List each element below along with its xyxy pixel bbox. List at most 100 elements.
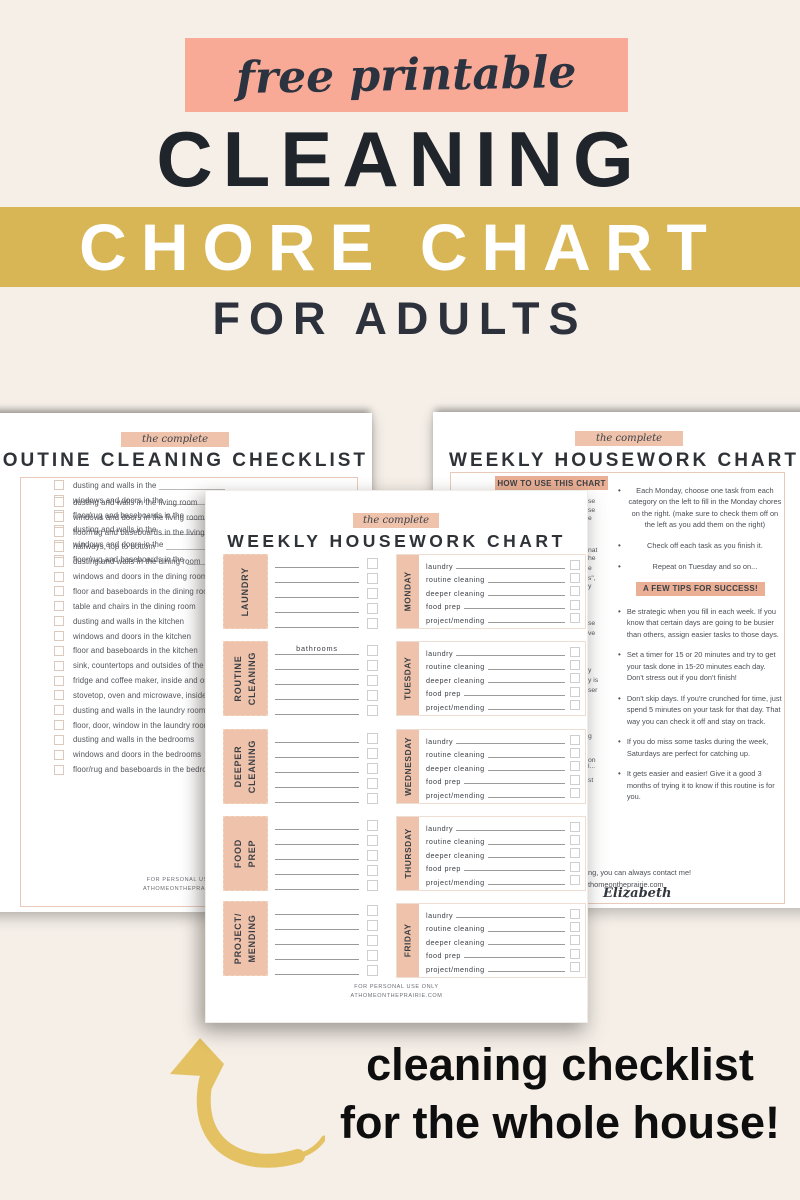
day-label-box: WEDNESDAY <box>397 730 419 803</box>
checkbox-icon <box>570 788 580 799</box>
day-task-label: project/mending <box>426 964 485 974</box>
checkbox-icon <box>367 588 378 599</box>
checkbox-icon <box>570 848 580 859</box>
checkbox-icon <box>54 616 64 627</box>
checklist-item-label: floor/rug and baseboards in the <box>73 510 185 520</box>
day-task-label: project/mending <box>426 702 485 712</box>
checklist-row: table and chairs in the dining room <box>21 599 357 614</box>
task-line <box>275 597 359 598</box>
task-line <box>487 703 565 710</box>
task-row: bathrooms <box>275 642 378 656</box>
category-rows: bathrooms <box>275 641 378 716</box>
task-line <box>275 889 359 890</box>
task-row <box>275 570 378 584</box>
task-line: bathrooms <box>275 644 359 655</box>
category-block: PROJECT/ MENDING <box>223 901 378 976</box>
fill-in-blank-line <box>159 480 226 491</box>
day-label: MONDAY <box>402 571 413 612</box>
footer-line2: ATHOMEONTHEPRAIRIE.COM <box>350 992 443 999</box>
day-task-row: routine cleaning <box>426 573 580 584</box>
how-to-bullet: • Check off each task as you finish it. <box>618 540 783 552</box>
checkbox-icon <box>367 618 378 629</box>
day-block: MONDAY laundry routine cleaning <box>396 554 586 629</box>
tip-bullet: • Set a timer for 15 or 20 minutes and t… <box>618 649 783 683</box>
how-to-bullets: • Each Monday, choose one task from each… <box>618 485 783 573</box>
task-line <box>275 772 359 773</box>
checklist-row: dusting and walls in the laundry room <box>21 703 357 718</box>
task-row <box>275 600 378 614</box>
task-row <box>275 862 378 876</box>
fill-in-blank-line <box>166 540 233 550</box>
checklist-item-label: floor/rug and baseboards in the living r… <box>73 527 226 537</box>
covered-text-fragment: ve <box>588 630 596 637</box>
day-label-box: THURSDAY <box>397 817 419 890</box>
day-task-row: laundry <box>426 908 580 919</box>
signature-elizabeth: Elizabeth <box>603 886 672 901</box>
fill-in-blank-line <box>166 495 233 506</box>
checkbox-icon <box>367 705 378 716</box>
day-task-label: food prep <box>426 864 461 874</box>
title-cleaning: CLEANING <box>156 115 644 203</box>
day-task-row: deeper cleaning <box>426 761 580 772</box>
checklist-item-label: table and chairs in the dining room <box>73 601 196 611</box>
checklist-row: dusting and walls in the bedrooms <box>21 733 357 748</box>
category-label: LAUNDRY <box>239 566 250 617</box>
task-line <box>275 944 359 945</box>
checklist-item-label: dusting and walls in the bedrooms <box>73 735 195 745</box>
checklist-row: dusting and walls in the <box>21 478 357 493</box>
day-task-row: project/mending <box>426 700 580 711</box>
task-line <box>487 576 565 583</box>
checkbox-icon <box>367 820 378 831</box>
day-task-label: laundry <box>426 823 454 833</box>
checklist-row: stovetop, oven and microwave, inside and… <box>21 688 357 703</box>
checklist-item-label: floor, door, window in the laundry room <box>73 720 211 730</box>
tip-bullet: • Be strategic when you fill in each wee… <box>618 606 783 640</box>
checkbox-icon <box>570 875 580 886</box>
checklist-row: windows and doors in the kitchen <box>21 629 357 644</box>
day-label-box: FRIDAY <box>397 904 419 977</box>
task-line <box>275 567 359 568</box>
checkbox-icon <box>570 761 580 772</box>
checklist-row: floor and baseboards in the dining room <box>21 584 357 599</box>
task-line <box>275 612 359 613</box>
checklist-item-label: dusting and walls in the <box>73 525 157 535</box>
covered-text-fragment: y <box>588 667 592 674</box>
task-line <box>487 851 565 858</box>
checkbox-icon <box>570 821 580 832</box>
task-line <box>463 602 565 610</box>
page-footer: FOR PERSONAL USE ONLY ATHOMEONTHEPRAIRIE… <box>21 876 357 894</box>
task-line <box>487 938 565 945</box>
task-line <box>487 965 565 972</box>
task-line <box>463 951 565 959</box>
day-task-label: food prep <box>426 951 461 961</box>
covered-text-fragment: l... <box>588 763 596 770</box>
day-label: THURSDAY <box>402 828 413 879</box>
footer-line1: FOR PERSONAL USE ONLY <box>146 877 232 884</box>
checkbox-icon <box>367 835 378 846</box>
task-line <box>456 824 565 832</box>
task-row <box>275 817 378 831</box>
fill-in-blank-line <box>159 525 226 535</box>
bullet-icon: • <box>618 693 621 703</box>
task-row <box>275 760 378 774</box>
day-task-row: food prep <box>426 774 580 785</box>
task-row <box>275 702 378 716</box>
day-task-row: routine cleaning <box>426 922 580 933</box>
day-task-label: food prep <box>426 602 461 612</box>
category-label-box: ROUTINE CLEANING <box>223 641 268 716</box>
checkbox-icon <box>367 865 378 876</box>
checklist-row: windows and doors in the dining room <box>21 569 357 584</box>
footer-line2: ATHOMEONTHEPRAIRIE.COM <box>143 886 235 893</box>
checkbox-icon <box>367 603 378 614</box>
day-block: THURSDAY laundry routine cleaning <box>396 816 586 891</box>
task-row <box>275 917 378 931</box>
day-task-label: laundry <box>426 910 454 920</box>
day-task-row: food prep <box>426 861 580 872</box>
checkbox-icon <box>367 573 378 584</box>
checkbox-icon <box>367 763 378 774</box>
task-row <box>275 657 378 671</box>
task-row <box>275 672 378 686</box>
covered-text-fragment: he <box>588 555 596 562</box>
day-task-label: project/mending <box>426 790 485 800</box>
day-task-row: deeper cleaning <box>426 586 580 597</box>
